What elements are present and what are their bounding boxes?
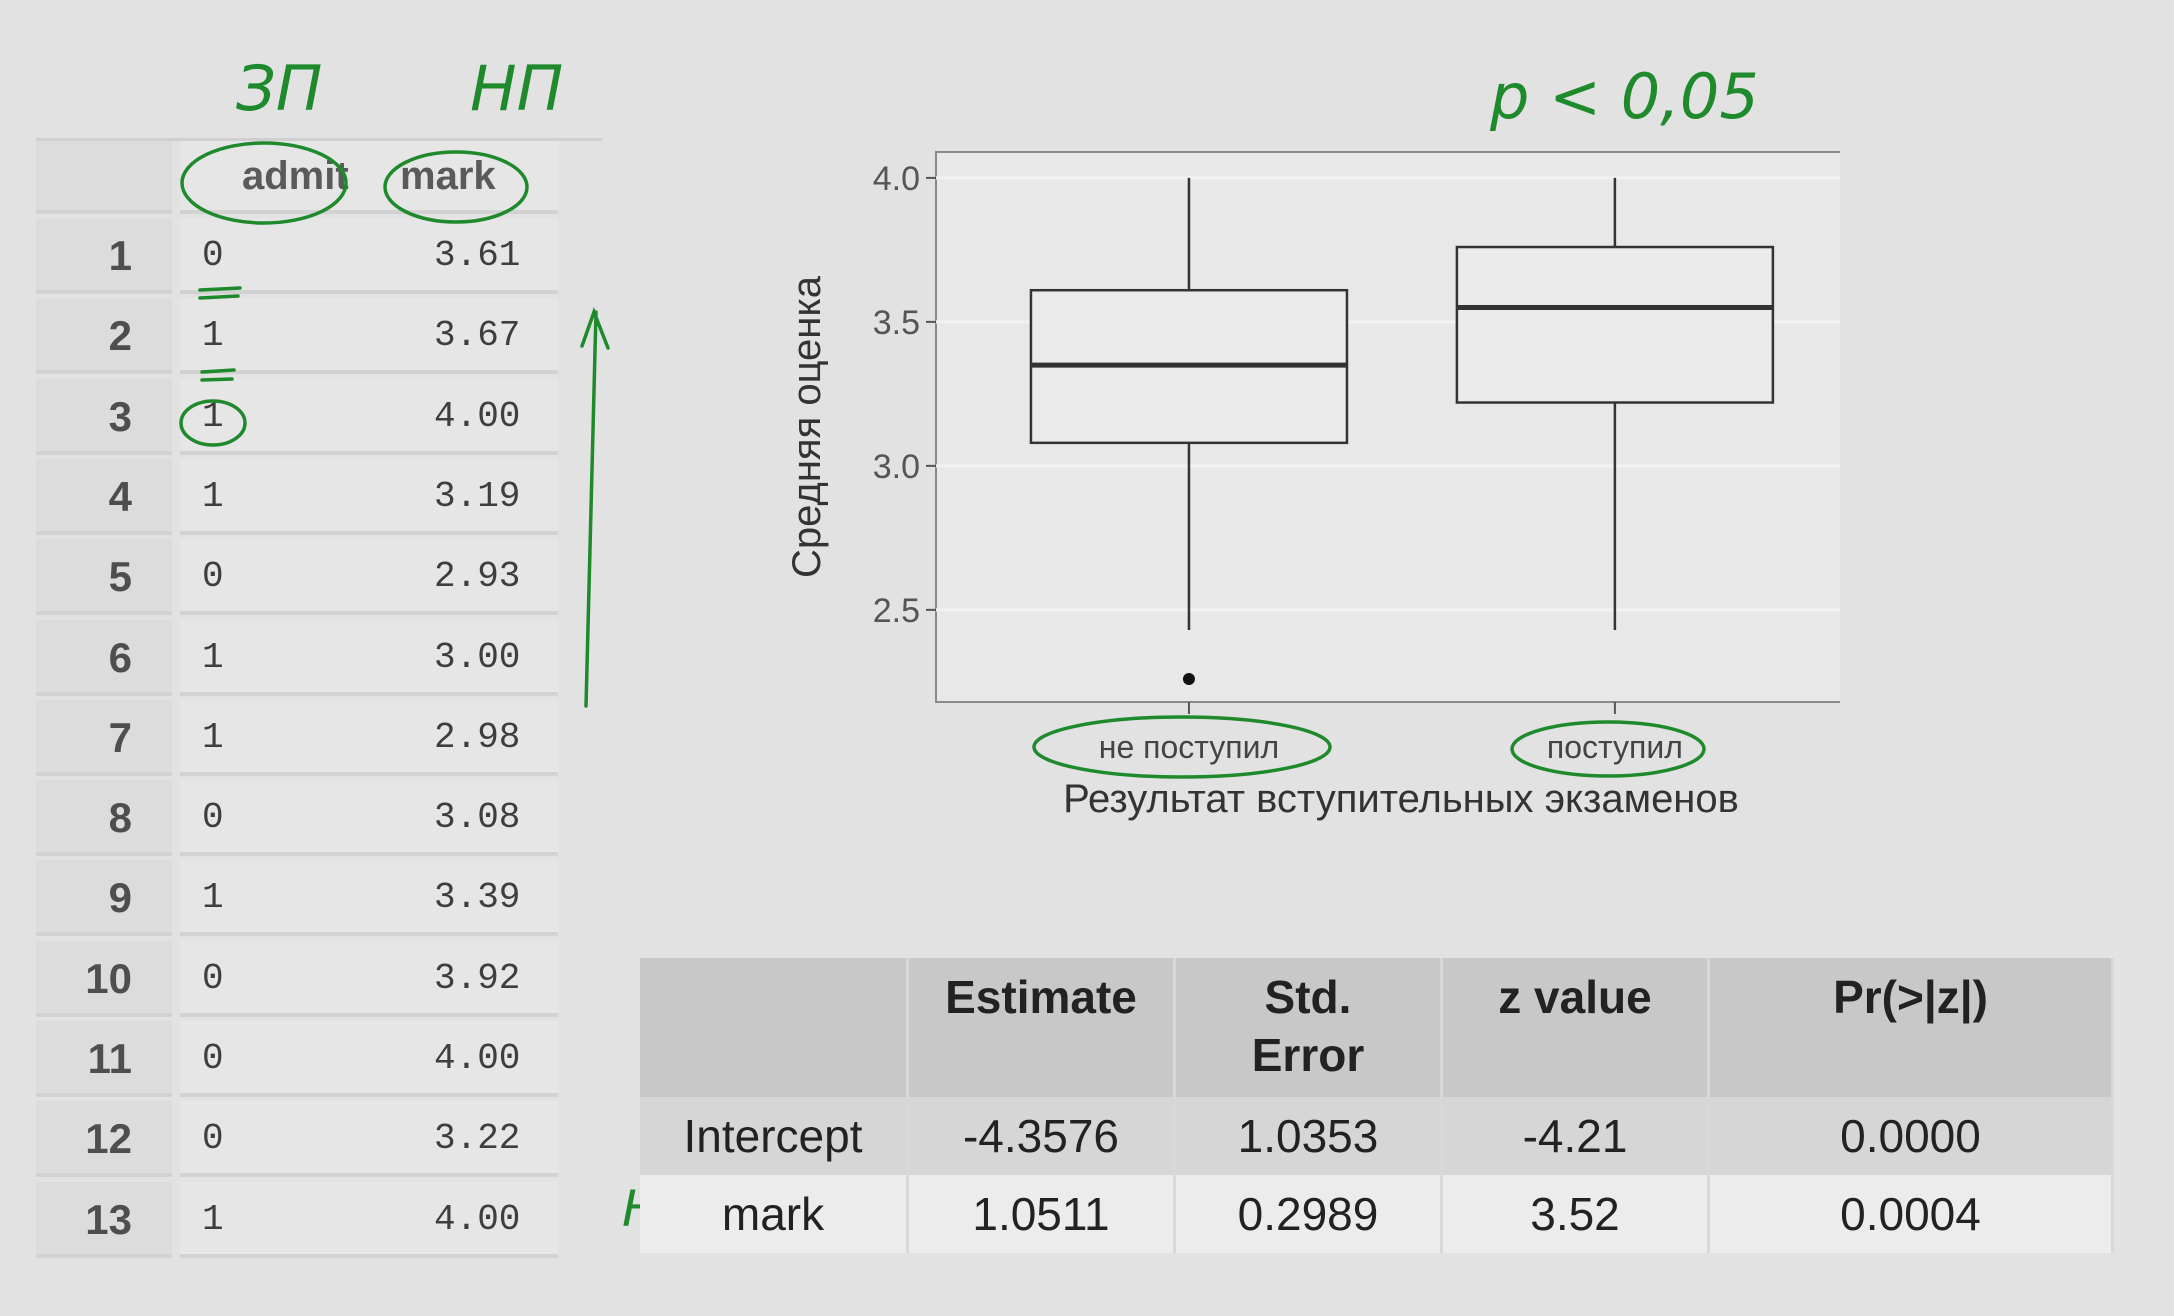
table-row: 12 0 3.22 xyxy=(36,1101,558,1179)
circle-mark-header xyxy=(383,150,529,224)
row-admit: 1 xyxy=(180,378,404,455)
table-row: 7 1 2.98 xyxy=(36,699,558,778)
coef-cell: mark xyxy=(640,1175,909,1253)
circle-group-not-admitted xyxy=(1032,715,1332,779)
row-index: 8 xyxy=(36,780,172,857)
table-row: 13 1 4.00 xyxy=(36,1181,558,1260)
coef-header-empty xyxy=(640,958,909,1097)
row-mark: 3.08 xyxy=(374,780,558,857)
y-axis-label: Средняя оценка xyxy=(785,275,829,578)
y-tick-label: 3.0 xyxy=(873,448,920,486)
coef-row-intercept: Intercept -4.3576 1.0353 -4.21 0.0000 xyxy=(640,1097,2114,1175)
row-mark: 3.39 xyxy=(374,860,558,937)
table-row: 10 0 3.92 xyxy=(36,940,558,1019)
row-admit: 0 xyxy=(180,539,404,616)
coef-header-estimate: Estimate xyxy=(907,958,1176,1097)
annotation-p-value: p < 0,05 xyxy=(1490,60,1759,133)
equal-mark-2 xyxy=(200,368,236,382)
x-tick-label: не поступил xyxy=(1099,729,1279,765)
row-admit: 0 xyxy=(180,780,404,857)
boxplot-chart: 2.5 3.0 3.5 4.0 Средняя оценка не поступил пос… xyxy=(785,151,1840,821)
row-admit: 1 xyxy=(180,619,404,696)
row-admit: 1 xyxy=(180,298,404,375)
coef-cell: 0.2989 xyxy=(1174,1175,1443,1253)
table-row: 3 1 4.00 xyxy=(36,378,558,457)
row-mark: 3.61 xyxy=(374,218,558,294)
row-index: 10 xyxy=(36,940,172,1017)
row-index: 7 xyxy=(36,699,172,776)
row-index: 3 xyxy=(36,378,172,455)
row-admit: 1 xyxy=(180,1181,404,1258)
row-mark: 4.00 xyxy=(374,1181,558,1258)
header-index-cell xyxy=(36,138,172,214)
coef-header-p-value: Pr(>|z|) xyxy=(1708,958,2114,1097)
row-index: 5 xyxy=(36,539,172,616)
circle-admit-header xyxy=(180,141,348,225)
up-arrow xyxy=(580,306,610,708)
row-mark: 3.00 xyxy=(374,619,558,696)
row-index: 1 xyxy=(36,218,172,294)
coef-cell: 0.0000 xyxy=(1708,1097,2114,1175)
annotation-admit-note: ЗП xyxy=(236,52,323,125)
coef-header-std-error: Std. Error xyxy=(1174,958,1443,1097)
coef-cell: 3.52 xyxy=(1441,1175,1710,1253)
row-mark: 3.19 xyxy=(374,458,558,535)
row-index: 4 xyxy=(36,458,172,535)
equal-mark-1 xyxy=(198,286,242,300)
coef-cell: 1.0511 xyxy=(907,1175,1176,1253)
box xyxy=(1455,245,1775,404)
coef-cell: -4.3576 xyxy=(907,1097,1176,1175)
row-admit: 0 xyxy=(180,940,404,1017)
table-row: 8 0 3.08 xyxy=(36,780,558,858)
coef-header-z-value: z value xyxy=(1441,958,1710,1097)
table-row: 2 1 3.67 xyxy=(36,298,558,376)
annotation-mark-note: НП xyxy=(470,52,564,125)
table-row: 1 0 3.61 xyxy=(36,218,558,296)
row-admit: 1 xyxy=(180,860,404,937)
x-tick-label: поступил xyxy=(1547,729,1683,765)
row-index: 12 xyxy=(36,1101,172,1178)
row-index: 6 xyxy=(36,619,172,696)
y-tick-label: 4.0 xyxy=(873,160,920,198)
coefficient-table: Estimate Std. Error z value Pr(>|z|) Int… xyxy=(640,958,2114,1253)
row-mark: 4.00 xyxy=(374,378,558,455)
table-row: 5 0 2.93 xyxy=(36,539,558,617)
row-mark: 3.22 xyxy=(374,1101,558,1178)
table-row: 4 1 3.19 xyxy=(36,458,558,537)
table-row: 11 0 4.00 xyxy=(36,1021,558,1099)
coef-cell: 0.0004 xyxy=(1708,1175,2114,1253)
row-mark: 3.67 xyxy=(374,298,558,375)
row-admit: 0 xyxy=(180,1101,404,1178)
table-row: 6 1 3.00 xyxy=(36,619,558,698)
row-index: 9 xyxy=(36,860,172,937)
row-index: 11 xyxy=(36,1021,172,1097)
x-axis-label: Результат вступительных экзаменов xyxy=(1063,777,1739,821)
y-tick-label: 2.5 xyxy=(873,592,920,630)
row-index: 13 xyxy=(36,1181,172,1258)
row-admit: 0 xyxy=(180,218,404,294)
coef-cell: 1.0353 xyxy=(1174,1097,1443,1175)
coef-row-mark: mark 1.0511 0.2989 3.52 0.0004 xyxy=(640,1175,2114,1253)
row-mark: 2.98 xyxy=(374,699,558,776)
circle-group-admitted xyxy=(1510,720,1706,778)
row-admit: 0 xyxy=(180,1021,404,1097)
row-mark: 2.93 xyxy=(374,539,558,616)
row-index: 2 xyxy=(36,298,172,375)
row-admit: 1 xyxy=(180,458,404,535)
circle-row3-admit xyxy=(179,399,247,447)
coef-cell: Intercept xyxy=(640,1097,909,1175)
y-tick-label: 3.5 xyxy=(873,304,920,342)
row-mark: 4.00 xyxy=(374,1021,558,1097)
table-row: 9 1 3.39 xyxy=(36,860,558,938)
table-top-line xyxy=(36,138,602,141)
coef-cell: -4.21 xyxy=(1441,1097,1710,1175)
row-admit: 1 xyxy=(180,699,404,776)
row-mark: 3.92 xyxy=(374,940,558,1017)
coef-header-row: Estimate Std. Error z value Pr(>|z|) xyxy=(640,958,2114,1097)
outlier-point xyxy=(1182,672,1195,685)
